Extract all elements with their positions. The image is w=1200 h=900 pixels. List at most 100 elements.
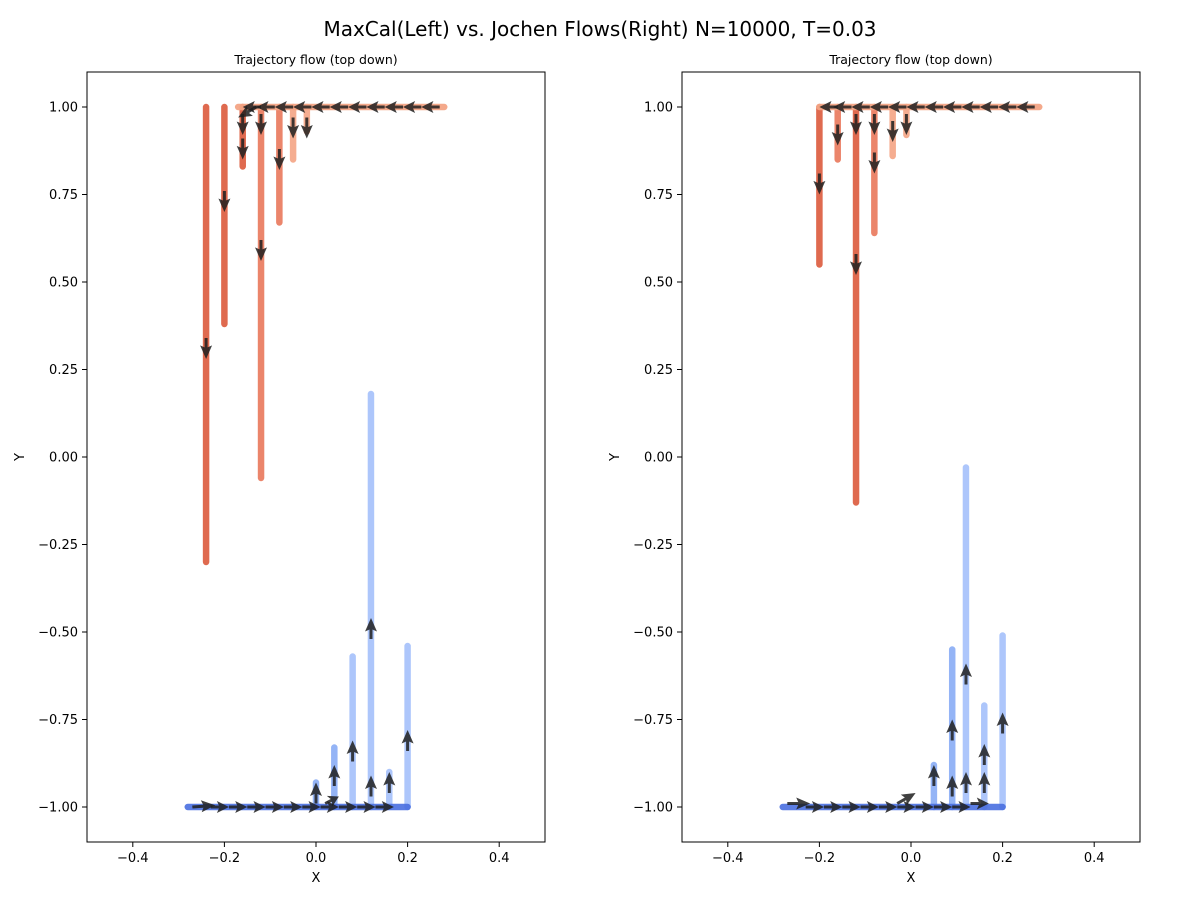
left-ticks: −0.4 −0.2 0.0 0.2 0.4 −1.00 −0.75 −0.50 −0.25 0.0…: [38, 101, 509, 867]
flow-arrow: [860, 801, 879, 813]
y-tick-label: −0.50: [38, 626, 78, 641]
flow-arrow: [878, 801, 898, 813]
flow-arrow: [302, 801, 321, 813]
flow-arrow: [310, 782, 322, 804]
flow-arrow: [256, 101, 275, 113]
flow-arrow: [946, 719, 959, 741]
y-tick-label: −0.25: [633, 538, 673, 553]
y-tick-label: 0.00: [644, 451, 673, 466]
flow-arrow: [978, 772, 991, 793]
flow-arrow: [218, 191, 231, 212]
y-tick-label: 0.25: [644, 363, 673, 378]
y-tick-label: −1.00: [633, 801, 673, 816]
flow-arrow: [868, 114, 881, 135]
flow-arrow: [293, 101, 312, 113]
flow-arrow: [255, 114, 267, 135]
flow-arrow: [300, 117, 313, 139]
flow-arrow: [192, 800, 216, 813]
flow-arrow: [896, 793, 916, 805]
flow-arrow: [236, 138, 249, 160]
y-tick-label: 1.00: [49, 101, 78, 116]
flow-arrow: [229, 801, 248, 813]
plot-marks: [779, 101, 1043, 813]
y-tick-label: 0.75: [644, 188, 673, 203]
flow-arrow: [927, 765, 940, 786]
y-tick-label: 0.25: [49, 363, 78, 378]
y-tick-label: −0.75: [633, 713, 673, 728]
flow-arrow: [869, 101, 889, 113]
flow-arrow: [851, 101, 870, 113]
flow-arrow: [255, 240, 267, 261]
x-tick-label: 0.0: [901, 851, 922, 866]
flow-arrow: [906, 101, 925, 113]
flow-arrow: [247, 801, 266, 813]
x-tick-label: 0.4: [1084, 851, 1105, 866]
flow-arrow: [998, 101, 1017, 113]
right-ticks: −0.4 −0.2 0.0 0.2 0.4 −1.00 −0.75 −0.50 −0.25 0.0…: [633, 101, 1104, 867]
flow-arrow: [996, 712, 1009, 734]
flow-arrow: [283, 801, 303, 813]
flow-arrow: [824, 801, 843, 813]
flow-arrow: [805, 801, 824, 813]
flow-arrow: [366, 101, 385, 113]
flow-arrow: [960, 772, 972, 793]
flow-arrow: [900, 114, 913, 135]
right-panel: Trajectory flow (top down) X Y −0.4 −0.2 0…: [608, 52, 1141, 886]
flow-arrow: [924, 101, 944, 113]
flow-arrow: [329, 101, 349, 113]
left-panel: Trajectory flow (top down) X Y −0.4 −0.2 0…: [13, 52, 546, 886]
flow-arrow: [897, 801, 916, 813]
flow-arrow: [401, 730, 414, 751]
flow-arrow: [421, 101, 440, 113]
left-panel-title: Trajectory flow (top down): [233, 52, 397, 67]
flow-arrow: [346, 740, 359, 762]
flow-arrow: [960, 663, 972, 685]
flow-arrow: [946, 775, 959, 797]
x-tick-label: 0.2: [992, 851, 1013, 866]
flow-arrow: [311, 101, 330, 113]
flow-arrow: [952, 801, 971, 813]
y-tick-label: −0.25: [38, 538, 78, 553]
y-tick-label: 0.75: [49, 188, 78, 203]
left-y-axis-label: Y: [13, 453, 28, 462]
y-tick-label: 1.00: [644, 101, 673, 116]
flow-arrow: [357, 801, 376, 813]
flow-arrow: [787, 797, 811, 810]
left-plot-area: [184, 101, 448, 813]
flow-arrow: [348, 101, 367, 113]
flow-arrow: [978, 744, 991, 765]
right-y-axis-label: Y: [608, 453, 623, 462]
flow-arrow: [888, 101, 907, 113]
x-tick-label: 0.4: [489, 851, 510, 866]
flow-arrow: [338, 801, 358, 813]
flow-arrow: [833, 101, 852, 113]
x-tick-label: −0.4: [712, 851, 744, 866]
right-axes-frame: [681, 71, 1141, 843]
flow-arrow: [1016, 101, 1035, 113]
y-tick-label: 0.00: [49, 451, 78, 466]
flow-arrow: [236, 114, 249, 135]
flow-arrow: [365, 775, 377, 797]
flow-arrow: [813, 173, 826, 195]
flow-arrow: [850, 114, 862, 135]
flow-arrow: [384, 101, 403, 113]
left-axes-frame: [86, 71, 546, 843]
y-tick-label: 0.50: [644, 276, 673, 291]
y-tick-label: −1.00: [38, 801, 78, 816]
flow-arrow: [324, 795, 339, 807]
flow-arrow: [886, 121, 899, 142]
flow-arrow: [868, 152, 881, 174]
flow-arrow: [273, 149, 286, 170]
flow-arrow: [328, 765, 341, 786]
flow-arrow: [933, 801, 953, 813]
flow-arrow: [365, 618, 377, 639]
x-tick-label: −0.4: [117, 851, 149, 866]
plot-marks: [184, 101, 448, 813]
flow-arrow: [819, 101, 838, 113]
left-x-axis-label: X: [312, 871, 321, 886]
flow-arrow: [287, 117, 300, 139]
flow-arrow: [375, 801, 394, 813]
y-tick-label: −0.75: [38, 713, 78, 728]
x-tick-label: 0.0: [306, 851, 327, 866]
